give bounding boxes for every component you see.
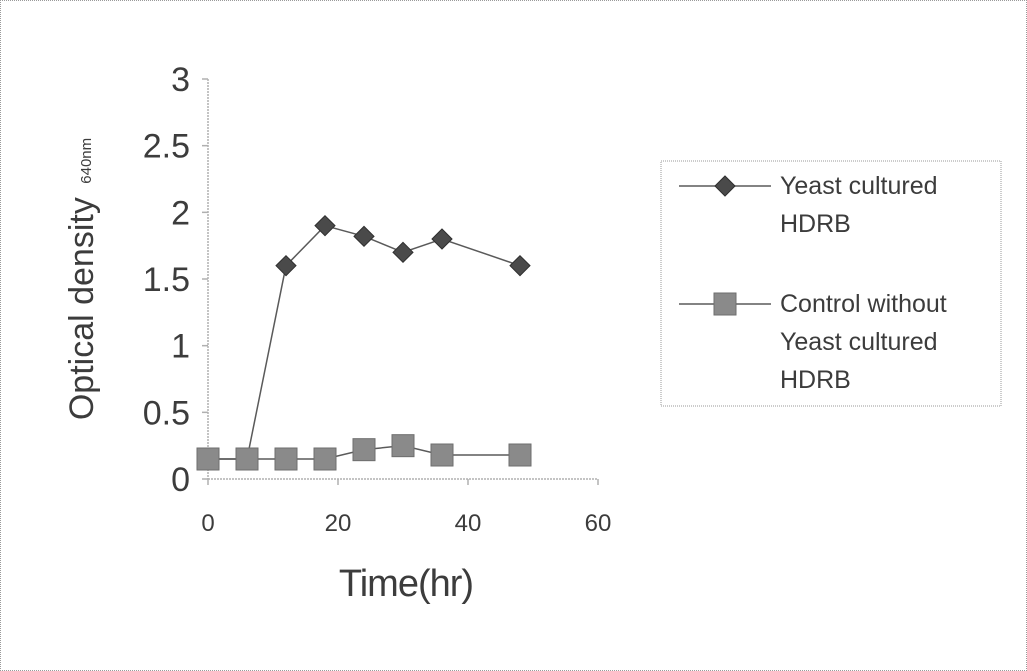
- x-axis-title: Time(hr): [339, 563, 473, 605]
- data-point: [275, 254, 297, 277]
- y-tick-label: 0.5: [143, 394, 190, 432]
- x-tick-label: 60: [585, 510, 612, 537]
- data-point: [509, 254, 531, 277]
- x-tick-label: 40: [455, 510, 482, 537]
- legend-marker: [714, 175, 736, 197]
- data-point: [430, 443, 454, 467]
- y-ticks: 0 0.5 1 1.5 2 2.5 3: [143, 61, 208, 499]
- legend-box: [660, 160, 1002, 407]
- legend-entry-2: Control without Yeast cultured HDRB: [679, 290, 947, 394]
- data-point: [274, 447, 298, 471]
- data-point: [353, 225, 375, 248]
- series-1: [197, 214, 531, 470]
- y-tick-label: 2: [171, 194, 190, 232]
- data-point: [508, 443, 532, 467]
- series-2: [196, 434, 532, 471]
- data-point: [431, 228, 453, 250]
- y-axis-title: Optical density 640nm: [63, 138, 101, 420]
- legend-marker: [713, 292, 737, 316]
- y-tick-label: 0: [171, 461, 190, 499]
- y-tick-label: 1.5: [143, 261, 190, 299]
- legend-label: HDRB: [780, 210, 851, 238]
- data-point: [352, 438, 376, 462]
- y-axis-title-subscript: 640nm: [78, 138, 95, 184]
- legend-label: Yeast cultured: [780, 328, 938, 356]
- legend: Yeast cultured HDRB Control without Yeast c…: [660, 160, 1002, 407]
- y-axis-title-main: Optical density: [63, 197, 101, 420]
- legend-label: Control without: [780, 290, 947, 318]
- x-tick-label: 20: [325, 510, 352, 537]
- series: [196, 214, 532, 471]
- y-tick-label: 2.5: [143, 128, 190, 166]
- data-point: [235, 447, 259, 471]
- y-tick-label: 3: [171, 61, 190, 99]
- legend-label: Yeast cultured: [780, 172, 938, 200]
- legend-entry-1: Yeast cultured HDRB: [679, 172, 938, 238]
- data-point: [313, 447, 337, 471]
- legend-label: HDRB: [780, 366, 851, 394]
- data-point: [196, 447, 220, 471]
- x-tick-label: 0: [201, 510, 214, 537]
- y-tick-label: 1: [171, 328, 190, 366]
- axes: 0 0.5 1 1.5 2 2.5 3 0 20 40 60: [143, 61, 612, 537]
- series-line: [208, 224, 521, 460]
- data-point: [314, 214, 336, 237]
- x-ticks: 0 20 40 60: [201, 479, 611, 537]
- data-point: [392, 241, 414, 264]
- data-point: [391, 434, 415, 458]
